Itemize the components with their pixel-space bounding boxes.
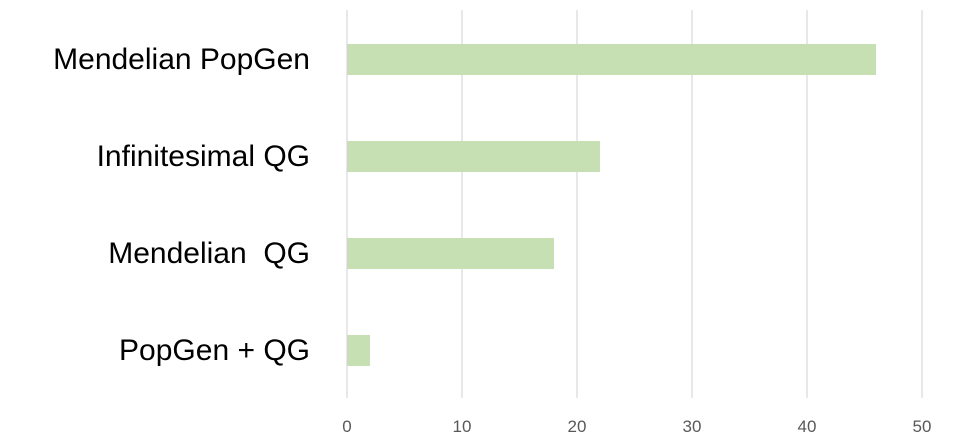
x-tick-label-30: 30: [683, 417, 702, 436]
category-labels: Mendelian PopGen Infinitesimal QG Mendelia…: [53, 43, 310, 367]
bar-1: [347, 141, 600, 172]
bar-layer: [347, 44, 876, 366]
x-tick-label-50: 50: [913, 417, 932, 436]
category-label-2: Mendelian QG: [108, 237, 310, 270]
x-tick-label-40: 40: [798, 417, 817, 436]
x-tick-label-20: 20: [568, 417, 587, 436]
x-tick-label-0: 0: [342, 417, 351, 436]
bar-2: [347, 238, 554, 269]
x-tick-label-10: 10: [453, 417, 472, 436]
category-label-3: PopGen + QG: [119, 334, 310, 367]
bar-3: [347, 335, 370, 366]
category-label-1: Infinitesimal QG: [97, 140, 310, 173]
bar-0: [347, 44, 876, 75]
category-label-0: Mendelian PopGen: [53, 43, 310, 76]
x-axis-tick-labels: 0 10 20 30 40 50: [342, 417, 931, 436]
